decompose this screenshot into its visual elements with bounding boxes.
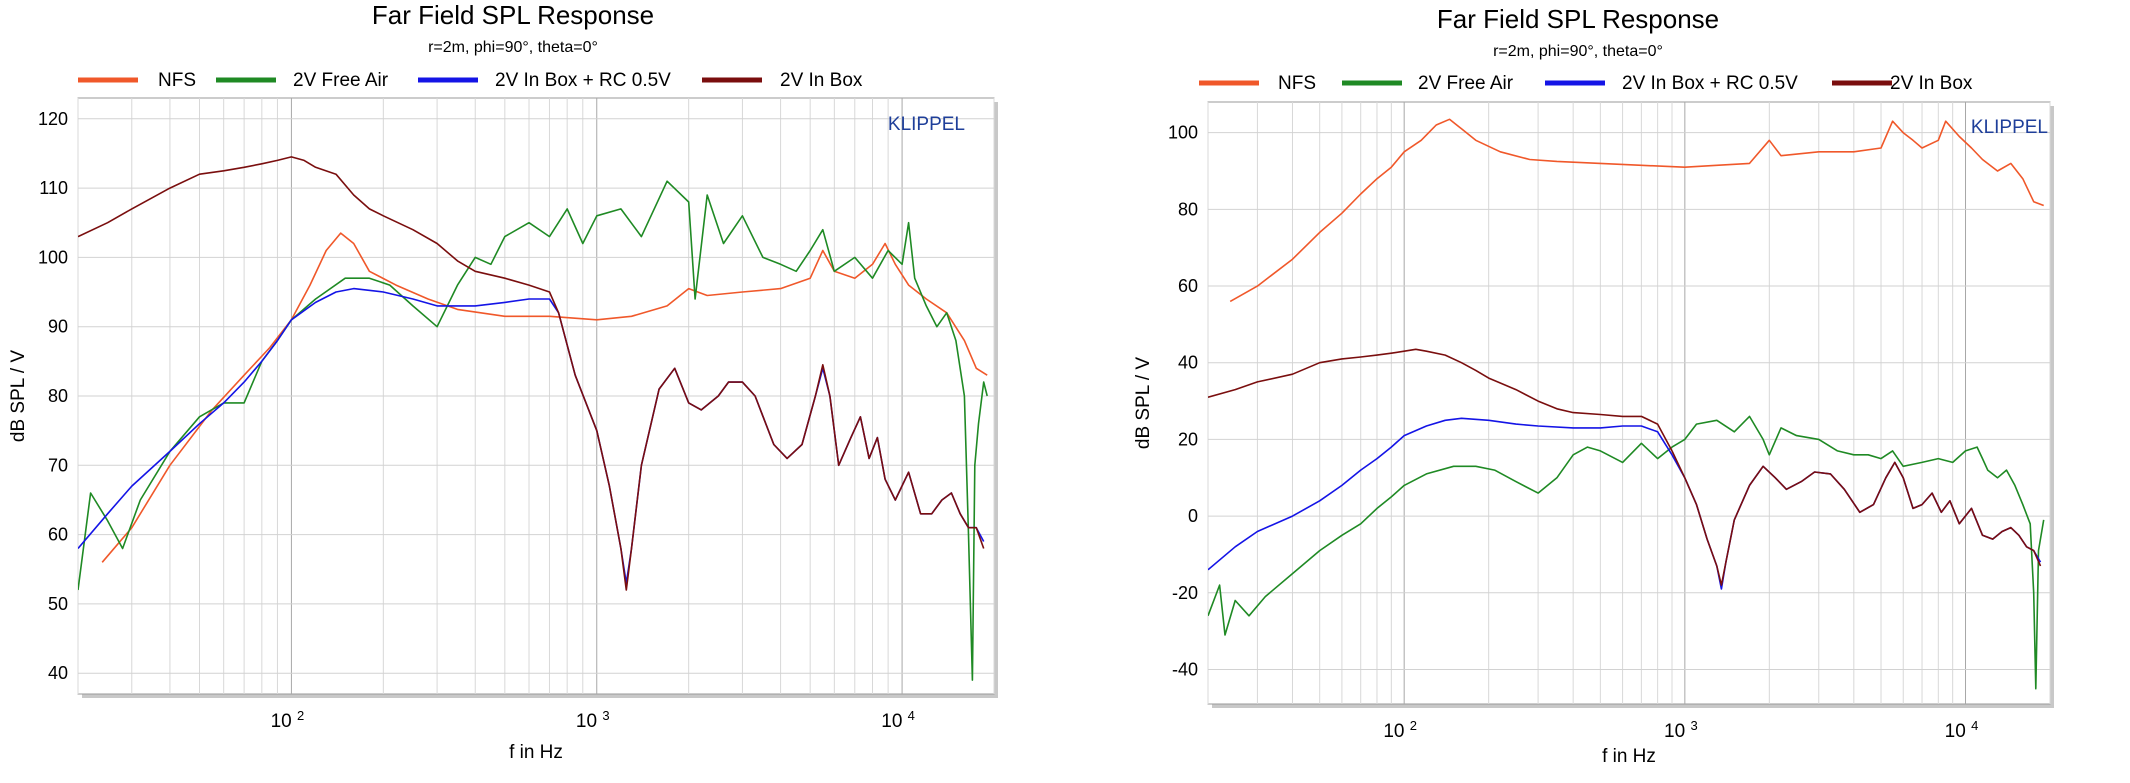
y-tick-label: 60: [1178, 276, 1198, 296]
y-tick-label: 100: [1168, 123, 1198, 143]
klippel-watermark: KLIPPEL: [888, 114, 965, 135]
chart-panel-right: -40 -20 0 20 40 60 80 100 10 2 10 3 10 4 Far Field …: [1065, 0, 2130, 778]
x-tick-label: 10 2: [1383, 718, 1417, 742]
y-tick-label: 20: [1178, 429, 1198, 449]
chart-title: Far Field SPL Response: [1437, 4, 1719, 34]
legend-label: 2V Free Air: [293, 70, 389, 91]
y-tick-label: 50: [48, 594, 68, 614]
series-lines: [1208, 118, 2045, 690]
y-tick-label: 110: [39, 178, 68, 198]
x-axis-label: f in Hz: [1602, 746, 1656, 767]
legend-label: NFS: [1278, 73, 1316, 94]
x-tick-label: 10 4: [881, 708, 915, 732]
y-tick-label: 90: [48, 317, 68, 337]
klippel-watermark: KLIPPEL: [1971, 117, 2048, 138]
series-line-inbox: [1208, 348, 2042, 586]
chart-left: 40 50 60 70 80 90 100 110 120 10 2 10 3 10 4 Far Fie…: [8, 0, 998, 763]
legend: NFS 2V Free Air 2V In Box + RC 0.5V 2V In B…: [1199, 73, 1973, 94]
y-tick-label: 70: [48, 455, 68, 475]
series-line-nfs: [1229, 118, 2044, 303]
y-tick-label: 40: [1178, 353, 1198, 373]
y-tick-label: 100: [38, 247, 68, 267]
series-line-inbox: [78, 156, 985, 591]
grid-lines: [77, 98, 995, 694]
y-tick-label: 0: [1188, 506, 1198, 526]
legend: NFS 2V Free Air 2V In Box + RC 0.5V 2V In B…: [78, 70, 863, 91]
plot-area: [1207, 101, 2051, 705]
chart-title: Far Field SPL Response: [372, 0, 654, 30]
series-lines: [78, 156, 988, 681]
x-tick-label: 10 3: [576, 708, 610, 732]
y-axis-label: dB SPL / V: [8, 350, 29, 443]
legend-label: 2V In Box: [780, 70, 863, 91]
y-tick-label: -40: [1172, 659, 1198, 679]
grid-lines: [1207, 102, 2051, 704]
chart-panel-left: 40 50 60 70 80 90 100 110 120 10 2 10 3 10 4 Far Fie…: [0, 0, 1065, 778]
y-axis-label: dB SPL / V: [1133, 357, 1154, 450]
chart-right: -40 -20 0 20 40 60 80 100 10 2 10 3 10 4 Far Field …: [1133, 4, 2054, 767]
series-line-free_air: [1208, 415, 2045, 690]
x-tick-label: 10 4: [1945, 718, 1979, 742]
chart-subtitle: r=2m, phi=90°, theta=0°: [1493, 43, 1663, 60]
legend-label: NFS: [158, 70, 196, 91]
x-axis-label: f in Hz: [509, 742, 563, 763]
y-tick-label: 80: [48, 386, 68, 406]
chart-subtitle: r=2m, phi=90°, theta=0°: [428, 39, 598, 56]
y-tick-label: 80: [1178, 199, 1198, 219]
y-tick-label: 60: [48, 525, 68, 545]
x-tick-label: 10 3: [1664, 718, 1698, 742]
x-tick-label: 10 2: [271, 708, 305, 732]
legend-label: 2V In Box + RC 0.5V: [1622, 73, 1798, 94]
y-tick-label: 40: [48, 663, 68, 683]
y-tick-label: -20: [1172, 583, 1198, 603]
legend-label: 2V In Box + RC 0.5V: [495, 70, 671, 91]
legend-label: 2V Free Air: [1418, 73, 1514, 94]
y-tick-label: 120: [38, 109, 68, 129]
legend-label: 2V In Box: [1890, 73, 1973, 94]
